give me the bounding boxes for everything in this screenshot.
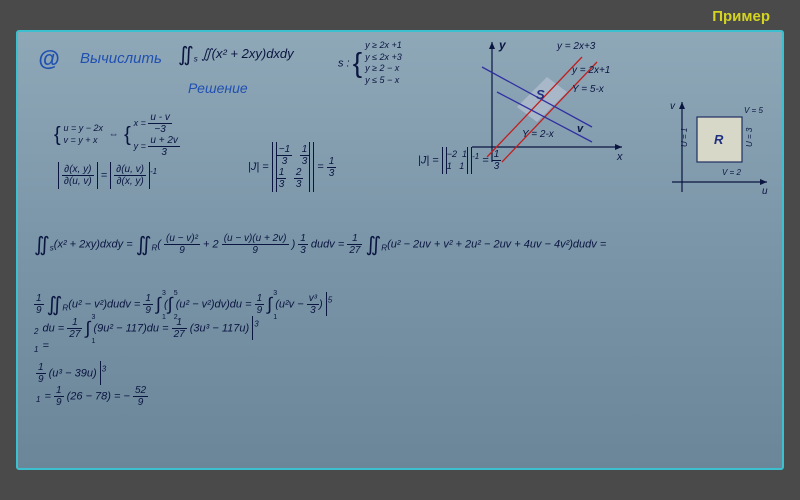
svg-text:U = 1: U = 1 xyxy=(680,128,689,147)
constraint-2: y ≤ 2x +3 xyxy=(365,52,402,64)
at-icon: @ xyxy=(38,46,59,72)
calc-line-1: ∬s∬(x² + 2xy)dxdy = ∬((x² + 2xy)dxdy = ∬… xyxy=(34,232,606,257)
integral-expr: ∬(x² + 2xy)dxdy xyxy=(201,46,293,61)
header: Пример xyxy=(0,0,800,30)
arrow-icon: ⇔ xyxy=(109,130,119,141)
region-prefix: s : xyxy=(338,57,350,69)
sub-x: x = xyxy=(134,118,146,128)
j-label-1: |J| = xyxy=(248,161,269,173)
graph-xy: x y v S y = 2x+3 y = 2x+1 Y = 5-x Y = 2-… xyxy=(462,37,632,167)
svg-text:y: y xyxy=(498,38,507,52)
main-integral: ∬s ∬(x² + 2xy)dxdy xyxy=(178,42,294,67)
jacobian-det-1: |J| = −13 13 13 23 = 13 xyxy=(248,142,336,192)
j-label-2: |J| = xyxy=(418,155,439,167)
svg-text:R: R xyxy=(714,132,724,147)
calc-line-2: 19 ∬R(u² − v²)dudv = 19 ∫31 (∫52 (u² − v… xyxy=(34,292,332,354)
svg-text:y = 2x+1: y = 2x+1 xyxy=(571,65,610,76)
svg-text:v: v xyxy=(577,123,584,135)
svg-text:y = 2x+3: y = 2x+3 xyxy=(556,41,596,52)
svg-text:U = 3: U = 3 xyxy=(745,127,754,147)
svg-text:S: S xyxy=(536,87,545,102)
content-panel: @ Вычислить ∬s ∬(x² + 2xy)dxdy s : { y ≥… xyxy=(16,30,784,470)
substitution: { u = y − 2x v = y + x ⇔ { x = u - v−3 y… xyxy=(54,112,180,158)
calc-line-3: 19 (u³ − 39u) 31 = 19 (26 − 78) = − 529 xyxy=(36,362,148,408)
solution-label: Решение xyxy=(188,80,248,96)
compute-label: Вычислить xyxy=(80,50,162,67)
sub-v: v = y + x xyxy=(63,135,103,147)
svg-text:u: u xyxy=(762,186,768,197)
constraint-3: y ≥ 2 − x xyxy=(365,63,402,75)
header-title: Пример xyxy=(712,8,770,25)
region-constraints: s : { y ≥ 2x +1 y ≤ 2x +3 y ≥ 2 − x y ≤ … xyxy=(338,40,402,87)
constraint-1: y ≥ 2x +1 xyxy=(365,40,402,52)
svg-text:V = 5: V = 5 xyxy=(744,106,763,115)
svg-text:Y = 2-x: Y = 2-x xyxy=(522,129,555,140)
svg-text:Y = 5-x: Y = 5-x xyxy=(572,84,605,95)
graph-uv: R u v V = 5 V = 2 U = 1 U = 3 xyxy=(662,97,772,197)
jacobian-identity: ∂(x, y)∂(u, v) = ∂(u, v)∂(x, y)-1 xyxy=(58,162,157,189)
svg-text:V = 2: V = 2 xyxy=(722,168,741,177)
sub-y: y = xyxy=(134,141,146,151)
svg-text:v: v xyxy=(670,101,676,112)
svg-text:x: x xyxy=(616,151,623,163)
constraint-4: y ≤ 5 − x xyxy=(365,75,402,87)
sub-u: u = y − 2x xyxy=(63,123,103,135)
